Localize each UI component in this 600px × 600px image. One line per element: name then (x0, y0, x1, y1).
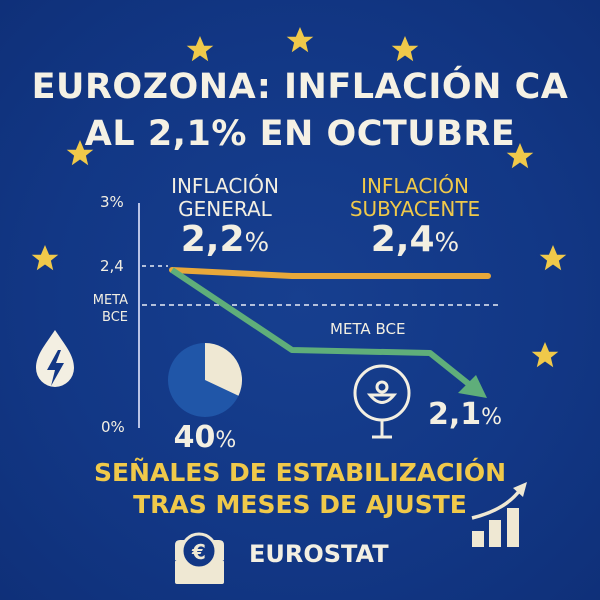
axis-target-label-1: META (92, 293, 128, 308)
pie-slice (205, 343, 242, 396)
star-icon (31, 245, 59, 271)
end-value-number: 2,1 (427, 397, 482, 432)
target-label: META BCE (330, 320, 406, 338)
star-icon (391, 36, 419, 62)
core-value-number: 2,4 (370, 219, 435, 260)
star-icon (531, 342, 559, 368)
core-label: INFLACIÓN SUBYACENTE (335, 175, 495, 221)
star-icon (286, 27, 314, 53)
title-line-1: EUROZONA: INFLACIÓN CA (31, 67, 569, 107)
subtitle-line-1: SEÑALES DE ESTABILIZACIÓN (93, 458, 507, 487)
water-energy-icon (36, 330, 74, 387)
core-value-unit: % (434, 228, 460, 258)
title-line-2: AL 2,1% EN OCTUBRE (84, 114, 516, 154)
pie-value: 40% (150, 420, 260, 455)
core-inflation-line (169, 267, 491, 279)
end-value: 2,1% (420, 397, 510, 432)
end-value-unit: % (481, 405, 503, 430)
star-icon (186, 36, 214, 62)
subtitle-line-2: TRAS MESES DE AJUSTE (133, 490, 467, 519)
globe-stand-icon (353, 364, 411, 439)
arrow-head (458, 375, 487, 398)
axis-target-label: META BCE (88, 292, 128, 326)
euro-envelope-icon: € (175, 532, 224, 584)
star-icon (539, 245, 567, 271)
general-inflation-line (170, 267, 472, 388)
core-label-1: INFLACIÓN (361, 174, 469, 198)
pie-value-number: 40 (173, 420, 216, 455)
axis-top-label: 3% (100, 193, 124, 211)
core-label-2: SUBYACENTE (349, 197, 481, 221)
core-value: 2,4% (335, 219, 495, 260)
svg-text:€: € (191, 540, 206, 564)
general-label: INFLACIÓN GENERAL (150, 175, 300, 221)
axis-target-label-2: BCE (102, 310, 128, 325)
general-label-1: INFLACIÓN (171, 174, 279, 198)
general-value: 2,2% (150, 219, 300, 260)
pie-value-unit: % (215, 428, 237, 453)
growth-chart-icon (471, 482, 527, 547)
axis-mid-label: 2,4 (100, 257, 124, 275)
general-value-unit: % (244, 228, 270, 258)
general-value-number: 2,2 (180, 219, 245, 260)
general-label-2: GENERAL (178, 197, 272, 221)
axis-bottom-label: 0% (101, 418, 125, 436)
source-label: EUROSTAT (249, 540, 389, 568)
